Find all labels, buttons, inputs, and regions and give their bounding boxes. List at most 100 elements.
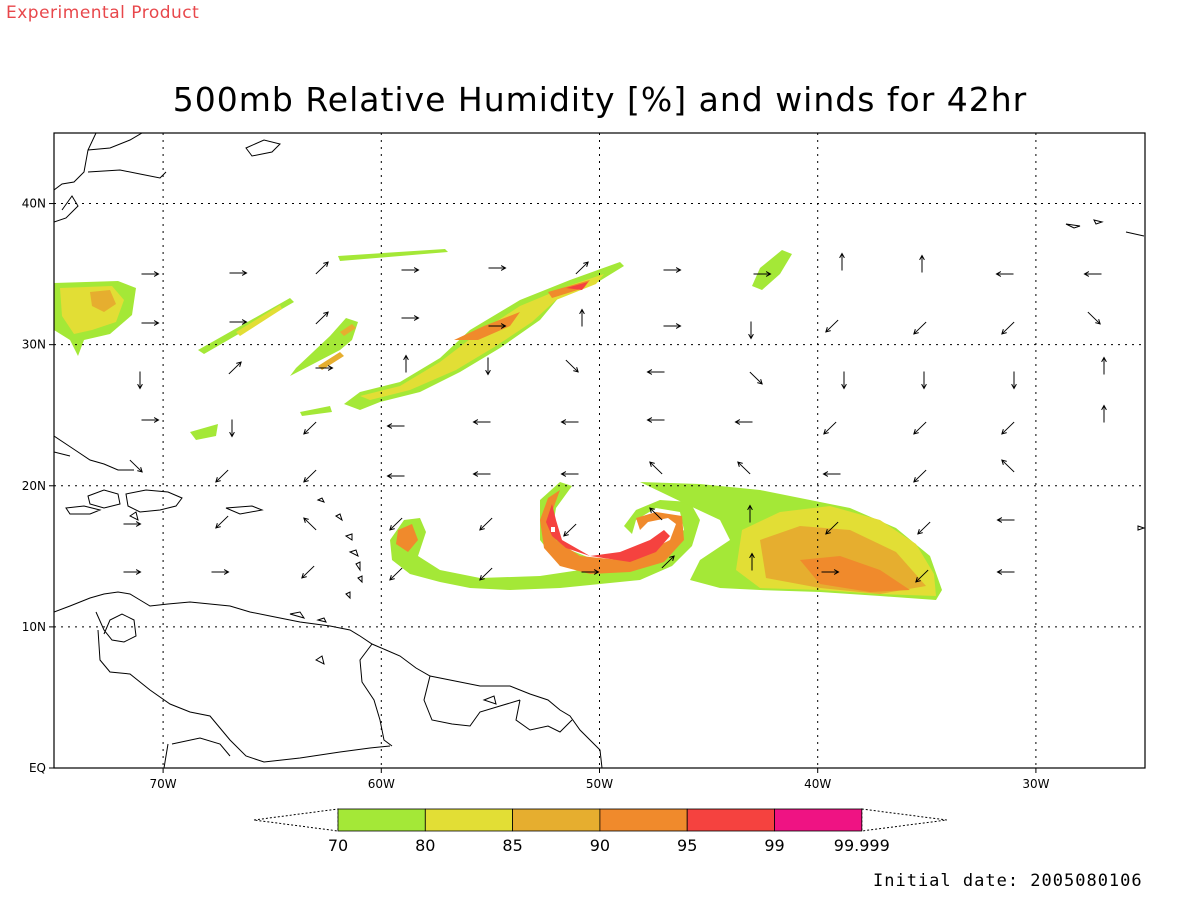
wind-arrow: [921, 371, 927, 390]
wind-arrow: [753, 271, 772, 277]
wind-arrow: [1001, 459, 1015, 473]
wind-arrow: [649, 507, 663, 521]
coastline: [289, 497, 363, 623]
humidity-area: [236, 305, 282, 336]
lon-tick-label: 60W: [368, 777, 395, 791]
wind-arrow: [995, 271, 1014, 277]
wind-arrow: [825, 319, 839, 333]
colorbar-high-end: [861, 808, 947, 832]
wind-arrow: [560, 471, 579, 477]
wind-arrow: [996, 517, 1015, 523]
colorbar-legend: 70 80 85 90 95 99 99.999: [253, 808, 947, 855]
wind-arrow: [123, 521, 142, 527]
wind-arrow: [839, 252, 845, 271]
lat-tick-label: 30N: [22, 338, 46, 352]
lon-tick-label: 40W: [804, 777, 831, 791]
colorbar-label: 85: [502, 836, 522, 855]
wind-arrow: [303, 469, 317, 483]
humidity-area: [752, 250, 792, 290]
humidity-area: [318, 324, 356, 370]
wind-arrow: [389, 517, 403, 531]
colorbar-swatch: [774, 808, 863, 832]
colorbar-swatch: [337, 808, 426, 832]
humidity-area: [338, 249, 448, 261]
wind-arrow: [565, 359, 579, 373]
humidity-area: [546, 504, 670, 562]
wind-arrow: [1001, 421, 1015, 435]
coastline: [1065, 219, 1145, 531]
wind-arrow: [646, 417, 665, 423]
coastline: [54, 591, 603, 768]
wind-arrow: [228, 361, 242, 375]
wind-arrow: [646, 369, 665, 375]
wind-arrow: [749, 371, 763, 385]
wind-arrow: [386, 423, 405, 429]
experimental-product-label: Experimental Product: [6, 3, 200, 23]
wind-arrow: [123, 569, 142, 575]
wind-arrow: [229, 419, 235, 438]
wind-arrow: [915, 569, 929, 583]
lat-tick-label: EQ: [29, 761, 46, 775]
wind-arrow: [1083, 271, 1102, 277]
wind-arrow: [141, 271, 160, 277]
wind-arrow: [913, 321, 927, 335]
wind-arrow: [663, 267, 682, 273]
wind-arrow: [1101, 356, 1107, 375]
map-grid: [54, 133, 1145, 768]
colorbar-swatch: [512, 808, 601, 832]
wind-arrow: [301, 565, 315, 579]
wind-arrow: [841, 371, 847, 390]
humidity-shading: [54, 249, 942, 600]
wind-arrow: [315, 365, 334, 371]
wind-arrow: [1087, 311, 1101, 325]
wind-arrow: [485, 357, 491, 376]
wind-arrow: [488, 323, 507, 329]
wind-arrow: [821, 569, 840, 575]
humidity-area: [566, 282, 588, 290]
wind-arrow: [581, 569, 600, 575]
wind-arrow: [315, 311, 329, 325]
wind-arrow: [649, 461, 663, 475]
wind-arrow: [472, 471, 491, 477]
wind-arrow: [661, 555, 675, 569]
wind-arrow: [211, 569, 230, 575]
colorbar-label: 80: [415, 836, 435, 855]
humidity-area: [190, 424, 218, 440]
humidity-area: [454, 280, 590, 340]
coastline: [54, 133, 281, 223]
wind-arrow: [401, 315, 420, 321]
wind-arrow: [215, 469, 229, 483]
wind-arrow: [401, 267, 420, 273]
map-title: 500mb Relative Humidity [%] and winds fo…: [172, 80, 1028, 119]
wind-arrow: [663, 323, 682, 329]
wind-arrow: [129, 459, 143, 473]
wind-arrow: [563, 523, 577, 537]
wind-arrow: [137, 371, 143, 390]
wind-arrow: [229, 270, 248, 276]
wind-arrow: [488, 265, 507, 271]
lon-tick-label: 50W: [586, 777, 613, 791]
wind-arrow: [749, 552, 755, 571]
lon-tick-label: 30W: [1022, 777, 1049, 791]
lat-tick-label: 10N: [22, 620, 46, 634]
colorbar-label: 90: [590, 836, 610, 855]
lon-tick-label: 70W: [150, 777, 177, 791]
wind-arrow: [315, 261, 329, 275]
wind-arrow: [229, 319, 248, 325]
wind-arrow: [303, 517, 317, 531]
wind-arrow: [386, 473, 405, 479]
longitude-labels: 70W 60W 50W 40W 30W: [150, 768, 1050, 791]
humidity-area: [396, 524, 418, 552]
wind-arrow: [737, 461, 751, 475]
coastlines: [54, 133, 1145, 768]
wind-arrow: [913, 421, 927, 435]
wind-arrow: [303, 421, 317, 435]
wind-arrow: [734, 419, 753, 425]
colorbar-swatch: [686, 808, 775, 832]
wind-arrow: [747, 504, 753, 523]
wind-arrow: [913, 469, 927, 483]
wind-arrow: [575, 261, 589, 275]
wind-arrow: [141, 417, 160, 423]
wind-arrow: [825, 521, 839, 535]
